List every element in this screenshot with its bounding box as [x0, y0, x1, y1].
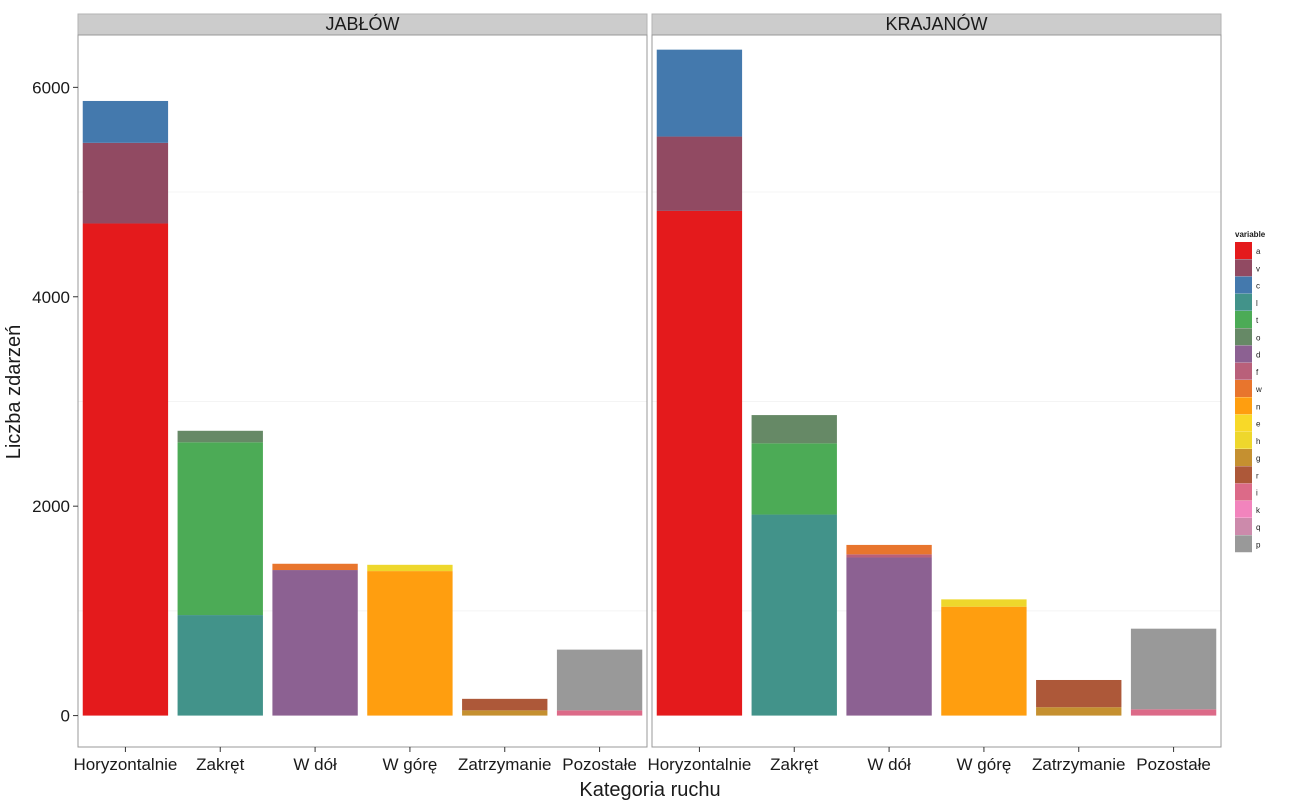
- legend-swatch-c: [1235, 276, 1252, 294]
- x-tick-label: Zakręt: [770, 755, 818, 774]
- plot-background: [78, 35, 647, 747]
- bar-segment-n: [941, 606, 1027, 716]
- legend-swatch-a: [1235, 242, 1252, 259]
- bar-segment-a: [656, 210, 743, 716]
- legend-label: w: [1255, 385, 1262, 394]
- bar-segment-c: [656, 49, 743, 137]
- bar-segment-h: [367, 564, 453, 572]
- x-axis-title: Kategoria ruchu: [579, 779, 720, 800]
- bar-segment-r: [462, 698, 548, 711]
- bar-segment-g: [1036, 707, 1122, 716]
- bar-segment-l: [177, 615, 263, 716]
- bar-segment-r: [1036, 679, 1122, 708]
- legend-swatch-f: [1235, 362, 1252, 380]
- bar-segment-v: [656, 136, 743, 211]
- bar-segment-g: [462, 710, 548, 716]
- legend-label: r: [1256, 471, 1259, 480]
- facet-strip-label: JABŁÓW: [325, 13, 399, 34]
- panel-border: [77, 34, 648, 748]
- bar-segment-a: [82, 223, 169, 716]
- x-tick-label: Pozostałe: [1136, 755, 1211, 774]
- facet-panel-2: KRAJANÓW: [651, 13, 1222, 748]
- bar-segment-p: [1130, 628, 1217, 710]
- bar-segment-n: [367, 571, 453, 716]
- panel-border: [651, 34, 1222, 748]
- y-tick-label: 2000: [32, 497, 70, 516]
- legend-label: v: [1256, 264, 1260, 273]
- legend-label: n: [1256, 402, 1260, 411]
- bar-segment-v: [82, 142, 169, 224]
- plot-background: [652, 35, 1221, 747]
- legend-label: d: [1256, 351, 1260, 360]
- facet-panel-1: JABŁÓW: [77, 13, 648, 748]
- bar-segment-t: [751, 443, 837, 515]
- legend-swatch-l: [1235, 293, 1252, 311]
- legend-label: f: [1256, 368, 1259, 377]
- bar-segment-t: [177, 442, 263, 616]
- legend-label: c: [1256, 282, 1260, 291]
- legend-label: o: [1256, 333, 1261, 342]
- legend-swatch-v: [1235, 259, 1252, 277]
- legend-swatch-w: [1235, 380, 1252, 397]
- facet-strip-label: KRAJANÓW: [885, 13, 987, 34]
- legend-label: p: [1256, 540, 1261, 549]
- bar-segment-w: [272, 563, 358, 571]
- legend-swatch-g: [1235, 449, 1252, 466]
- bar-segment-o: [751, 415, 837, 444]
- y-tick-label: 6000: [32, 78, 70, 97]
- legend-swatch-r: [1235, 466, 1252, 484]
- legend-swatch-k: [1235, 500, 1252, 518]
- legend-label: q: [1256, 523, 1260, 532]
- x-tick-label: W dół: [867, 755, 911, 774]
- legend-label: h: [1256, 437, 1260, 446]
- x-tick-label: W dół: [293, 755, 337, 774]
- legend-swatch-q: [1235, 518, 1252, 535]
- legend-swatch-d: [1235, 345, 1252, 363]
- x-tick-label: Horyzontalnie: [73, 755, 177, 774]
- x-tick-label: W górę: [957, 755, 1012, 774]
- y-tick-label: 0: [61, 707, 70, 726]
- bar-segment-o: [177, 430, 263, 443]
- bar-segment-c: [82, 100, 169, 143]
- legend-label: g: [1256, 454, 1260, 463]
- bar-segment-h: [941, 599, 1027, 607]
- x-tick-label: Pozostałe: [562, 755, 637, 774]
- x-axis: Horyzontalnie Zakręt W dół W górę Zatrzymani…: [73, 747, 1211, 774]
- legend-swatch-h: [1235, 431, 1252, 449]
- legend-label: a: [1256, 247, 1261, 256]
- y-tick-label: 4000: [32, 288, 70, 307]
- legend-label: t: [1256, 316, 1259, 325]
- y-axis-title: Liczba zdarzeń: [3, 325, 25, 460]
- chart-panels: JABŁÓW KRAJANÓW: [77, 13, 1222, 748]
- legend-swatch-o: [1235, 328, 1252, 346]
- x-tick-label: Zatrzymanie: [458, 755, 552, 774]
- legend-label: k: [1256, 506, 1261, 515]
- x-tick-label: Zakręt: [196, 755, 244, 774]
- bar-segment-f: [846, 554, 932, 558]
- x-tick-label: Zatrzymanie: [1032, 755, 1126, 774]
- legend-swatch-n: [1235, 397, 1252, 415]
- bar-segment-d: [846, 557, 932, 716]
- x-tick-label: Horyzontalnie: [647, 755, 751, 774]
- legend-label: l: [1256, 299, 1258, 308]
- bar-segment-i: [1130, 709, 1217, 716]
- legend-label: i: [1256, 489, 1258, 498]
- legend-swatch-p: [1235, 535, 1252, 553]
- bar-segment-w: [846, 544, 932, 555]
- bar-segment-d: [272, 570, 358, 716]
- bar-segment-p: [556, 649, 643, 711]
- y-axis: 0 2000 4000 6000: [32, 78, 78, 726]
- bar-segment-i: [556, 710, 643, 716]
- legend-swatch-t: [1235, 311, 1252, 328]
- x-tick-label: W górę: [383, 755, 438, 774]
- legend-title: variable: [1235, 230, 1266, 239]
- bar-segment-l: [751, 514, 837, 716]
- legend-swatch-i: [1235, 483, 1252, 501]
- legend-swatch-e: [1235, 414, 1252, 432]
- legend-label: e: [1256, 420, 1261, 429]
